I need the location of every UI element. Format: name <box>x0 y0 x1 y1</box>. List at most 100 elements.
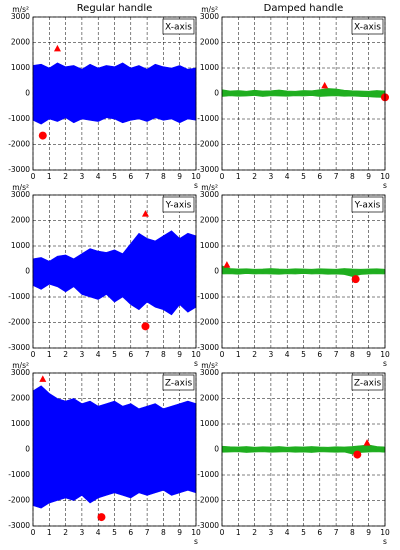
x-tick-label: 3 <box>80 172 85 181</box>
x-tick-label: 5 <box>112 172 117 181</box>
x-tick-label: 4 <box>96 350 101 359</box>
y-tick-label: 0 <box>25 89 30 98</box>
x-tick-label: 4 <box>285 528 290 537</box>
x-tick-label: 9 <box>177 172 182 181</box>
annotation-box <box>162 18 195 35</box>
x-tick-label: 8 <box>161 528 166 537</box>
y-tick-label: 0 <box>25 445 30 454</box>
x-tick-label: 1 <box>47 528 52 537</box>
x-axis-label: s <box>383 181 387 190</box>
annotation: Y-axis <box>165 201 192 211</box>
x-tick-label: 7 <box>334 528 339 537</box>
y-tick-label: -1000 <box>197 292 219 301</box>
min-marker <box>97 513 106 522</box>
y-tick-label: 1000 <box>200 63 219 72</box>
x-tick-label: 4 <box>96 528 101 537</box>
y-tick-label: -3000 <box>197 343 219 352</box>
x-tick-label: 7 <box>145 172 150 181</box>
y-tick-label: 3000 <box>11 12 30 21</box>
signal-envelope <box>221 93 386 98</box>
y-tick-label: 1000 <box>200 241 219 250</box>
y-tick-label: 2000 <box>200 394 219 403</box>
max-marker <box>321 81 329 89</box>
plot-frame <box>221 372 386 527</box>
x-tick-label: 3 <box>269 350 274 359</box>
max-marker <box>141 210 149 217</box>
y-tick-label: 3000 <box>200 190 219 199</box>
y-tick-label: -2000 <box>8 318 30 327</box>
x-tick-label: 10 <box>380 528 390 537</box>
signal-envelope <box>221 449 386 455</box>
x-tick-label: 6 <box>128 350 133 359</box>
x-tick-label: 8 <box>161 350 166 359</box>
y-axis-label: m/s² <box>201 5 218 14</box>
x-tick-label: 6 <box>317 528 322 537</box>
y-tick-label: -2000 <box>197 496 219 505</box>
y-tick-label: -2000 <box>197 318 219 327</box>
x-tick-label: 7 <box>334 172 339 181</box>
annotation: Y-axis <box>354 201 381 211</box>
x-tick-label: 0 <box>220 528 225 537</box>
annotation: Z-axis <box>354 379 382 389</box>
signal-envelope <box>32 271 197 316</box>
annotation-box <box>351 196 384 213</box>
y-tick-label: -3000 <box>8 521 30 530</box>
y-tick-label: -1000 <box>8 114 30 123</box>
max-marker <box>363 439 371 446</box>
y-tick-label: -1000 <box>8 470 30 479</box>
y-tick-label: 1000 <box>11 419 30 428</box>
signal-envelope <box>32 230 197 272</box>
x-tick-label: 1 <box>47 350 52 359</box>
min-marker <box>38 131 47 140</box>
x-tick-label: 8 <box>350 350 355 359</box>
annotation-box <box>162 374 195 391</box>
plot-frame <box>32 372 197 527</box>
x-tick-label: 9 <box>366 528 371 537</box>
min-marker <box>141 322 150 331</box>
max-marker <box>223 261 231 268</box>
x-tick-label: 2 <box>63 172 68 181</box>
x-tick-label: 2 <box>252 528 257 537</box>
x-tick-label: 3 <box>80 350 85 359</box>
signal-envelope <box>32 93 197 125</box>
y-tick-label: -1000 <box>197 470 219 479</box>
y-tick-label: 1000 <box>11 63 30 72</box>
signal-envelope <box>32 385 197 450</box>
x-tick-label: 10 <box>191 528 201 537</box>
y-tick-label: -3000 <box>8 343 30 352</box>
annotation-box <box>162 196 195 213</box>
y-axis-label: m/s² <box>201 361 218 370</box>
y-tick-label: -1000 <box>8 292 30 301</box>
column-title: Regular handle <box>77 3 153 14</box>
x-tick-label: 3 <box>80 528 85 537</box>
plot-frame <box>221 194 386 349</box>
x-tick-label: 6 <box>128 528 133 537</box>
annotation-box <box>351 374 384 391</box>
y-tick-label: 2000 <box>200 38 219 47</box>
x-axis-label: s <box>194 537 198 546</box>
y-tick-label: 2000 <box>200 216 219 225</box>
signal-envelope <box>32 449 197 509</box>
x-tick-label: 1 <box>236 528 241 537</box>
x-axis-label: s <box>383 537 387 546</box>
min-marker <box>353 450 362 459</box>
y-axis-label: m/s² <box>201 183 218 192</box>
y-tick-label: 3000 <box>200 368 219 377</box>
x-tick-label: 3 <box>269 528 274 537</box>
y-tick-label: 0 <box>214 89 219 98</box>
x-tick-label: 2 <box>63 350 68 359</box>
y-tick-label: 0 <box>214 445 219 454</box>
annotation: Z-axis <box>165 379 193 389</box>
x-tick-label: 7 <box>145 528 150 537</box>
x-tick-label: 10 <box>191 350 201 359</box>
column-title: Damped handle <box>264 3 344 14</box>
x-tick-label: 0 <box>220 172 225 181</box>
x-tick-label: 4 <box>96 172 101 181</box>
y-tick-label: 1000 <box>11 241 30 250</box>
x-tick-label: 6 <box>317 350 322 359</box>
y-tick-label: 0 <box>25 267 30 276</box>
x-tick-label: 5 <box>301 528 306 537</box>
y-axis-label: m/s² <box>12 183 29 192</box>
y-tick-label: 2000 <box>11 394 30 403</box>
